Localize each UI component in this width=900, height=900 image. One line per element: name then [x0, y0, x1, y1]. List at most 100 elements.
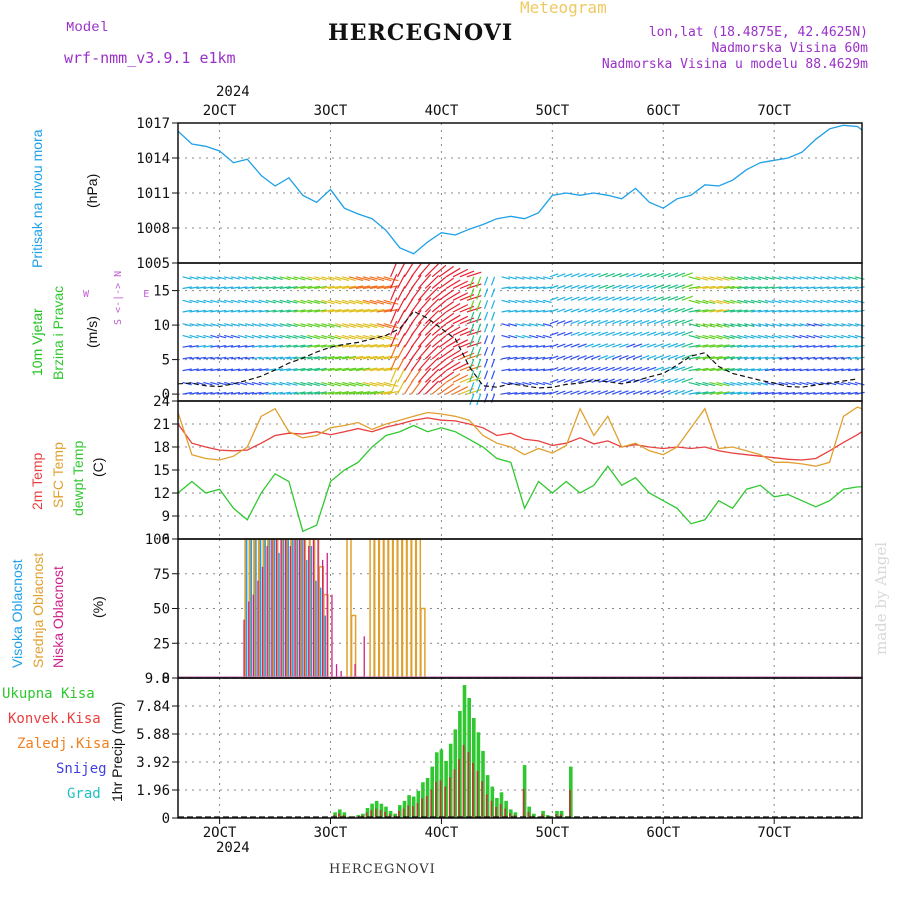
time-tick-bottom-0: 2OCT [203, 825, 237, 841]
ytick-label-1-0: 0 [162, 387, 170, 403]
precip-conv-bar-53 [495, 807, 497, 818]
ytick-label-3-4: 100 [145, 532, 170, 548]
precip-conv-bar-19 [338, 813, 340, 818]
model-altitude-label: Nadmorska Visina u modelu 88.4629m [601, 57, 868, 72]
precip-conv-bar-36 [416, 803, 419, 818]
legend-total: Ukupna Kisa [2, 686, 95, 702]
cloud-bar-mid-30 [415, 538, 422, 679]
precip-bar-28 [379, 803, 384, 818]
precip-conv-bar-38 [425, 796, 428, 818]
cloud-bar-low-8 [280, 539, 282, 678]
precip-bar-45 [458, 710, 462, 818]
ytick-label-0-2: 1011 [136, 186, 170, 202]
product-title: Meteogram [520, 0, 607, 17]
precip-bar-53 [495, 798, 499, 818]
precip-conv-bar-39 [430, 789, 433, 818]
ytick-label-3-2: 50 [153, 602, 170, 618]
precip-bar-41 [439, 749, 444, 818]
cloud-bar-low-6 [271, 539, 273, 678]
precip-conv-bar-50 [481, 781, 483, 818]
precip-conv-bar-69 [569, 789, 571, 818]
ytick-label-4-2: 3.92 [136, 755, 170, 771]
cloud-bar-mid-26 [397, 538, 403, 679]
precip-conv-bar-63 [541, 814, 544, 818]
precip-conv-bar-59 [522, 788, 525, 818]
cloud-bar-mid-31 [420, 607, 426, 679]
year-top: 2024 [216, 84, 250, 100]
precip-conv-bar-44 [453, 769, 456, 818]
footer-station: HERCEGNOVI [329, 862, 436, 877]
time-tick-top-4: 6OCT [646, 103, 680, 119]
cloud-bar-mid-23 [383, 538, 389, 679]
precip-conv-bar-66 [555, 814, 557, 818]
time-tick-top-1: 3OCT [314, 103, 348, 119]
ytick-label-0-3: 1014 [136, 151, 170, 167]
dewpt-line [177, 424, 862, 533]
ytick-label-2-5: 21 [153, 417, 170, 433]
ytick-label-4-1: 1.96 [136, 783, 170, 799]
cloud-bar-low-7 [275, 539, 278, 678]
precip-conv-bar-54 [499, 803, 502, 818]
precip-conv-bar-34 [407, 805, 410, 818]
time-tick-bottom-2: 4OCT [425, 825, 459, 841]
coords-label: lon,lat (18.4875E, 42.4625N) [648, 25, 868, 40]
ytick-label-2-6: 24 [153, 394, 170, 410]
ytick-label-2-0: 6 [162, 532, 170, 548]
pressure-line [177, 124, 863, 255]
precip-conv-bar-23 [356, 816, 359, 818]
precip-conv-bar-33 [402, 808, 405, 818]
compass-e: E [143, 289, 150, 300]
year-bottom: 2024 [216, 840, 250, 856]
wind-speed-line [177, 310, 858, 389]
cloud-bar-low-21 [340, 671, 342, 678]
precip-conv-bar-48 [472, 763, 474, 818]
precip-conv-bar-32 [398, 810, 400, 818]
precip-bar-49 [476, 732, 481, 818]
cloud-bar-low-20 [335, 664, 338, 678]
ytick-label-0-1: 1008 [136, 221, 170, 237]
time-tick-top-3: 5OCT [535, 103, 569, 119]
precip-bar-37 [421, 782, 425, 818]
precip-conv-bar-28 [379, 810, 382, 818]
cloud-bar-low-19 [331, 594, 333, 678]
time-tick-bottom-1: 3OCT [314, 825, 348, 841]
cloud-bar-low-24 [354, 664, 356, 678]
time-tick-top-0: 2OCT [203, 103, 237, 119]
precip-bars [333, 685, 573, 818]
precip-bar-27 [374, 800, 379, 818]
legend-snow: Snijeg [56, 761, 107, 777]
cloud-bar-low-14 [308, 546, 310, 678]
precip-conv-bar-43 [448, 777, 451, 818]
precip-conv-bar-29 [384, 811, 386, 818]
precip-bar-24 [361, 813, 365, 818]
legend-hail: Grad [67, 786, 101, 802]
cloud-bar-mid-21 [373, 538, 380, 679]
precip-conv-bar-46 [462, 744, 465, 818]
precip-conv-bar-45 [458, 759, 460, 818]
ytick-label-4-5: 9.8 [145, 671, 170, 687]
precip-conv-bar-27 [374, 808, 377, 818]
station-title: HERCEGNOVI [328, 20, 514, 46]
wind-arrows [182, 262, 865, 406]
precip-conv-bar-40 [435, 781, 437, 818]
ytick-label-3-0: 0 [162, 671, 170, 687]
ytick-label-4-4: 7.84 [136, 699, 170, 715]
precip-bar-47 [467, 698, 471, 818]
ytick-label-3-1: 25 [153, 636, 170, 652]
cloud-bar-low-3 [257, 580, 259, 678]
cloud-bar-low-15 [312, 539, 315, 678]
precip-conv-bar-64 [545, 816, 548, 818]
model-value: wrf-nmm_v3.9.1 e1km [64, 49, 236, 67]
ytick-label-2-3: 15 [153, 463, 170, 479]
altitude-label: Nadmorska Visina 60m [711, 41, 868, 56]
ytick-label-4-3: 5.88 [136, 727, 170, 743]
precip-conv-bar-26 [370, 810, 373, 818]
precip-conv-bar-41 [439, 780, 442, 818]
cloud-bar-low-5 [266, 546, 268, 678]
cloud-bar-low-13 [303, 539, 305, 678]
cloud-bar-low-1 [248, 601, 250, 678]
cloud-bar-mid-24 [387, 538, 394, 679]
precip-bar-43 [448, 743, 453, 818]
cloud-bar-low-16 [317, 539, 319, 678]
